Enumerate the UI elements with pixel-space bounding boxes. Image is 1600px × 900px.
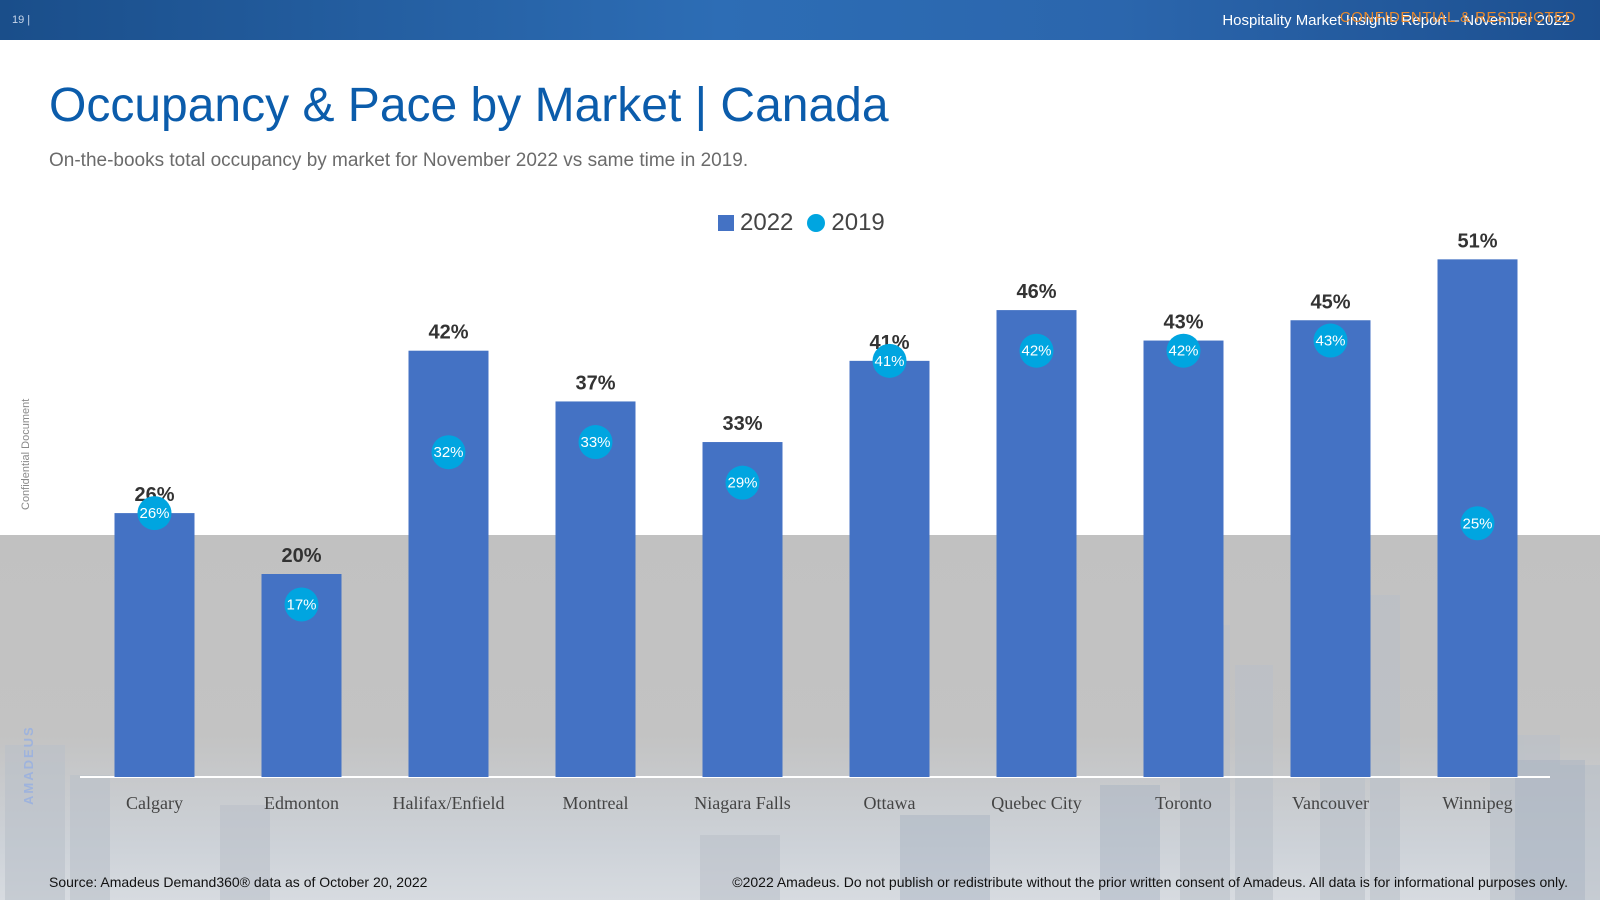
data-label-2022-3: 37%	[575, 372, 615, 394]
header-bar: 19 | Hospitality Market Insights Report …	[0, 0, 1600, 40]
marker-2019-7	[1166, 333, 1201, 368]
data-label-2019-3: 33%	[580, 434, 610, 451]
marker-2019-3	[578, 425, 613, 460]
data-label-2022-6: 46%	[1016, 281, 1056, 303]
marker-2019-0	[137, 496, 172, 531]
copyright-note: ©2022 Amadeus. Do not publish or redistr…	[732, 874, 1568, 890]
data-label-2022-8: 45%	[1310, 291, 1350, 313]
tick-label-5: Ottawa	[864, 793, 916, 813]
data-label-2019-7: 42%	[1168, 343, 1198, 360]
data-label-2019-9: 25%	[1462, 515, 1492, 532]
legend-item-2019: 2019	[807, 209, 885, 237]
tick-label-9: Winnipeg	[1442, 793, 1512, 813]
page-subtitle: On-the-books total occupancy by market f…	[49, 150, 749, 171]
tick-label-2: Halifax/Enfield	[393, 793, 505, 813]
tick-label-1: Edmonton	[264, 793, 339, 813]
legend-marker-2019	[807, 214, 826, 232]
data-label-2019-5: 41%	[874, 353, 904, 370]
legend-item-2022: 2022	[718, 209, 793, 237]
data-label-2019-2: 32%	[433, 444, 463, 461]
tick-label-8: Vancouver	[1292, 793, 1369, 813]
data-label-2022-2: 42%	[428, 322, 468, 344]
marker-2019-9	[1460, 506, 1495, 541]
data-label-2022-1: 20%	[281, 545, 321, 567]
tick-label-6: Quebec City	[991, 793, 1081, 813]
tick-label-4: Niagara Falls	[694, 793, 790, 813]
data-label-2019-6: 42%	[1021, 343, 1051, 360]
marker-2019-8	[1313, 323, 1348, 358]
data-label-2019-4: 29%	[727, 475, 757, 492]
bar-2022-8	[1290, 320, 1371, 777]
bar-2022-2	[408, 350, 489, 777]
bar-2022-5	[849, 360, 930, 777]
data-label-2019-1: 17%	[286, 596, 316, 613]
confidential-label: CONFIDENTIAL & RESTRICTED	[1339, 9, 1576, 26]
data-label-2019-0: 26%	[139, 505, 169, 522]
bar-2022-0	[114, 513, 195, 777]
data-label-2019-8: 43%	[1315, 333, 1345, 350]
legend-label-2019: 2019	[831, 209, 885, 236]
source-note: Source: Amadeus Demand360® data as of Oc…	[49, 874, 428, 890]
marker-2019-5	[872, 343, 907, 378]
data-label-2022-9: 51%	[1457, 230, 1497, 252]
report-title: Hospitality Market Insights Report – Nov…	[1222, 12, 1570, 29]
bar-2022-6	[996, 310, 1077, 777]
legend-swatch-2022	[718, 215, 734, 231]
page-number: 19 |	[12, 14, 31, 26]
tick-label-7: Toronto	[1155, 793, 1212, 813]
legend-label-2022: 2022	[740, 209, 794, 236]
marker-2019-1	[284, 587, 319, 622]
bar-2022-7	[1143, 340, 1224, 777]
tick-label-0: Calgary	[126, 793, 183, 813]
page-title: Occupancy & Pace by Market | Canada	[49, 79, 889, 132]
data-label-2022-7: 43%	[1163, 312, 1203, 334]
tick-label-3: Montreal	[563, 793, 629, 813]
chart-legend: 2022 2019	[718, 208, 885, 238]
marker-2019-2	[431, 435, 466, 470]
bar-2022-3	[555, 401, 636, 777]
data-label-2022-4: 33%	[722, 413, 762, 435]
marker-2019-6	[1019, 333, 1054, 368]
marker-2019-4	[725, 465, 760, 500]
